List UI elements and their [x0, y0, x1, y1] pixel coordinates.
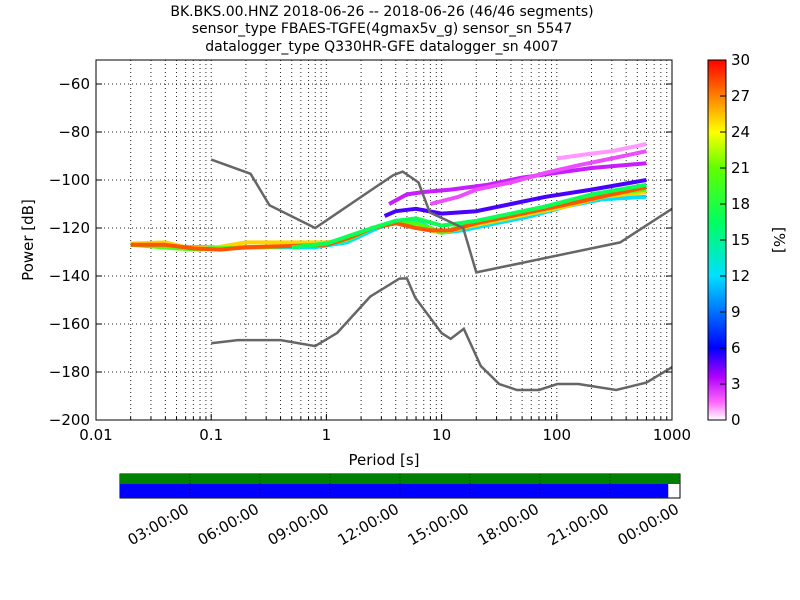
title-line-3: datalogger_type Q330HR-GFE datalogger_sn… [205, 39, 558, 55]
title-line-2: sensor_type FBAES-TGFE(4gmax5v_g) sensor… [192, 21, 573, 37]
colorbar-tick-label: 15 [731, 231, 750, 249]
colorbar-tick-label: 18 [731, 195, 750, 213]
x-tick-label: 100 [542, 426, 571, 444]
y-tick-label: −100 [49, 171, 90, 189]
x-tick-label: 10 [432, 426, 451, 444]
plot-area: −60 −80 −100 −120 −140 −160 −180 −200 0.01 0.1 1 1… [19, 59, 691, 469]
title-line-1: BK.BKS.00.HNZ 2018-06-26 -- 2018-06-26 (… [170, 4, 593, 20]
y-tick-label: −80 [58, 123, 90, 141]
density-band [383, 178, 647, 218]
colorbar-tick-label: 12 [731, 267, 750, 285]
colorbar-tick-label: 0 [731, 411, 741, 429]
timeline-label: 18:00:00 [475, 500, 542, 549]
colorbar-tick-label: 6 [731, 339, 741, 357]
colorbar-ticks: 0 3 6 9 12 15 18 21 24 27 30 [720, 51, 750, 429]
probability-density [130, 142, 647, 252]
colorbar-tick-label: 9 [731, 303, 741, 321]
y-tick-label: −180 [49, 363, 90, 381]
timeline-label: 12:00:00 [335, 500, 402, 549]
colorbar-label: [%] [770, 227, 788, 253]
x-tick-label: 0.1 [199, 426, 223, 444]
low-noise-model-line [211, 277, 673, 392]
colorbar-tick-label: 3 [731, 375, 741, 393]
timeline-label: 21:00:00 [545, 500, 612, 549]
timeline-label: 15:00:00 [405, 500, 472, 549]
density-band [556, 142, 647, 161]
plot-frame [95, 59, 673, 421]
data-coverage-timeline: 03:00:00 06:00:00 09:00:00 12:00:00 15:00:00… [119, 473, 682, 549]
y-tick-label: −60 [58, 75, 90, 93]
x-axis-label: Period [s] [348, 451, 419, 469]
colorbar-tick-label: 24 [731, 123, 750, 141]
data-bar [120, 484, 669, 498]
coverage-bar [120, 474, 680, 484]
density-band [388, 161, 647, 206]
chart-title: BK.BKS.00.HNZ 2018-06-26 -- 2018-06-26 (… [170, 4, 593, 55]
y-axis-label: Power [dB] [19, 199, 37, 281]
y-tick-label: −160 [49, 315, 90, 333]
timeline-label: 03:00:00 [125, 500, 192, 549]
x-tick-label: 1000 [653, 426, 691, 444]
x-tick-label: 0.01 [79, 426, 112, 444]
y-tick-label: −140 [49, 267, 90, 285]
timeline-label: 09:00:00 [265, 500, 332, 549]
noise-models [210, 158, 673, 392]
y-axis-ticks: −60 −80 −100 −120 −140 −160 −180 −200 [49, 75, 672, 429]
timeline-label: 06:00:00 [195, 500, 262, 549]
plot-background [96, 60, 672, 420]
grid [95, 60, 672, 421]
y-tick-label: −120 [49, 219, 90, 237]
density-band [429, 149, 647, 206]
colorbar-tick-label: 27 [731, 87, 750, 105]
colorbar-tick-label: 21 [731, 159, 750, 177]
y-tick-label: −200 [49, 411, 90, 429]
colorbar: 0 3 6 9 12 15 18 21 24 27 30 [%] [707, 51, 788, 429]
x-axis-ticks: 0.01 0.1 1 10 100 1000 [79, 414, 691, 444]
colorbar-tick-label: 30 [731, 51, 750, 69]
x-tick-label: 1 [322, 426, 332, 444]
density-band [130, 185, 647, 252]
high-noise-model-line [210, 158, 673, 274]
timeline-label: 00:00:00 [615, 500, 682, 549]
density-band [291, 182, 647, 250]
